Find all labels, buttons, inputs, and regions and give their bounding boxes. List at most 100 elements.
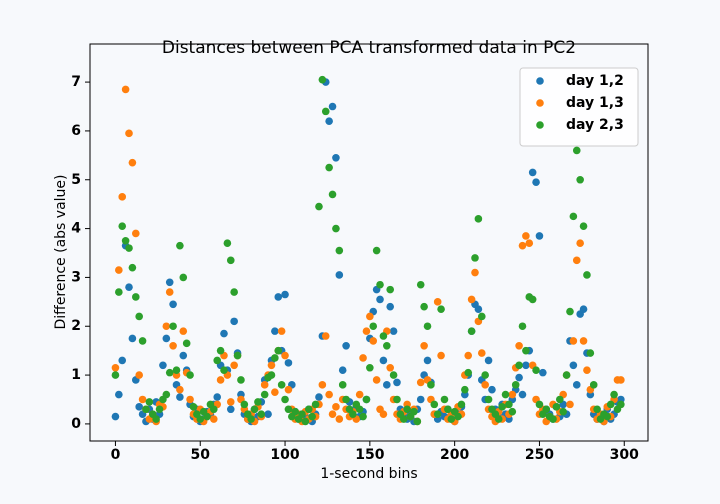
point	[539, 368, 547, 377]
point	[433, 298, 442, 306]
point	[379, 332, 388, 340]
point	[437, 351, 445, 360]
point	[274, 346, 283, 355]
axes-frame	[89, 43, 649, 442]
point	[169, 341, 177, 350]
point	[572, 256, 581, 265]
point	[250, 405, 259, 414]
point	[125, 244, 133, 252]
point	[583, 271, 591, 279]
point	[522, 361, 530, 370]
point	[230, 317, 238, 326]
x-tick-label: 100	[270, 447, 299, 463]
y-tick-label: 7	[71, 74, 81, 90]
point	[301, 417, 310, 426]
point	[461, 385, 469, 394]
point	[115, 390, 123, 399]
point	[169, 300, 177, 309]
point	[403, 405, 411, 414]
y-axis-label: Difference (abs value)	[53, 175, 69, 330]
point	[576, 175, 584, 184]
point	[569, 337, 578, 345]
point	[308, 412, 316, 421]
point	[318, 381, 327, 389]
legend-marker	[536, 121, 544, 129]
point	[230, 361, 238, 370]
point	[328, 102, 337, 111]
point	[257, 410, 266, 418]
point	[325, 163, 333, 172]
point	[271, 388, 279, 396]
chart-title: Distances between PCA transformed data i…	[162, 38, 576, 58]
x-tick-label: 200	[440, 447, 469, 463]
point	[556, 395, 564, 404]
point	[518, 322, 527, 331]
point	[474, 215, 483, 223]
point	[366, 363, 374, 372]
legend-box	[519, 67, 639, 147]
legend-marker	[536, 99, 544, 107]
point	[233, 351, 242, 360]
point	[230, 288, 238, 296]
point	[437, 305, 445, 313]
point	[471, 254, 479, 262]
point	[179, 327, 188, 335]
point	[128, 263, 137, 272]
point	[128, 158, 137, 167]
point	[393, 378, 401, 387]
point	[125, 283, 133, 291]
point	[488, 385, 496, 394]
point	[118, 356, 127, 365]
point	[566, 400, 574, 409]
point	[484, 356, 493, 365]
point	[274, 293, 283, 301]
point	[281, 351, 289, 360]
point	[321, 107, 330, 116]
point	[220, 329, 228, 338]
point	[389, 371, 398, 379]
point	[586, 349, 595, 357]
point	[335, 246, 344, 255]
point	[467, 295, 476, 304]
point	[355, 405, 364, 414]
point	[335, 271, 344, 279]
point	[474, 305, 483, 313]
point	[247, 415, 255, 423]
point	[369, 322, 378, 331]
point	[226, 405, 235, 414]
point	[416, 280, 425, 289]
point	[386, 285, 395, 294]
point	[464, 368, 473, 377]
point	[376, 295, 384, 304]
point	[535, 400, 544, 409]
point	[267, 361, 276, 370]
point	[260, 390, 269, 399]
point	[420, 302, 428, 311]
point	[552, 403, 561, 411]
point	[444, 405, 452, 414]
x-tick-label: 250	[525, 447, 554, 463]
point	[176, 241, 184, 250]
point	[281, 290, 289, 299]
point	[481, 381, 489, 389]
point	[494, 415, 503, 423]
point	[359, 354, 367, 362]
point	[131, 229, 140, 238]
point	[220, 366, 228, 374]
point	[325, 390, 333, 399]
point	[176, 385, 184, 394]
point	[569, 361, 578, 370]
point	[430, 400, 439, 409]
point	[121, 236, 130, 245]
point	[315, 393, 323, 401]
point	[566, 307, 574, 316]
point	[383, 341, 391, 350]
point	[579, 222, 588, 230]
point	[342, 341, 350, 350]
point	[335, 415, 344, 423]
point	[115, 288, 123, 296]
point	[467, 327, 476, 335]
point	[138, 337, 147, 345]
point	[304, 405, 313, 414]
